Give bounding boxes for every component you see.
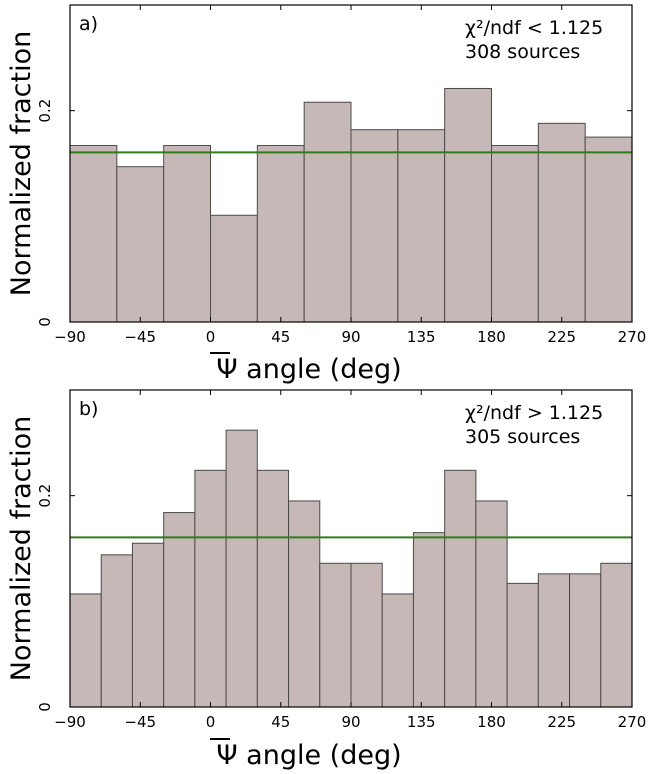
x-axis-label: Ψ angle (deg) (216, 354, 401, 385)
y-tick-label: 0.2 (36, 484, 54, 508)
histogram-bar (537, 573, 571, 708)
annotation-text: χ²/ndf < 1.125 (465, 17, 603, 39)
histogram-bar (319, 562, 352, 708)
panel-label: b) (79, 398, 98, 420)
histogram-bar (163, 512, 196, 708)
x-tick-label: 135 (407, 713, 436, 731)
x-axis-label: Ψ angle (deg) (216, 740, 401, 771)
histogram-bar (163, 145, 212, 323)
histogram-bar (303, 101, 352, 323)
histogram-bar (475, 500, 508, 708)
histogram-bar (397, 129, 446, 323)
histogram-bar (412, 532, 446, 708)
annotation-text: 305 sources (465, 426, 580, 448)
y-tick-label: 0 (36, 317, 54, 327)
x-tick-label: 225 (547, 328, 576, 346)
x-tick-label: 45 (271, 328, 290, 346)
x-tick-label: 270 (618, 713, 647, 731)
x-tick-label: 90 (341, 713, 360, 731)
histogram-bar (210, 214, 258, 323)
x-tick-label: 45 (271, 713, 290, 731)
y-tick-label: 0 (36, 702, 54, 712)
histogram-bar (444, 87, 492, 323)
x-tick-label: −90 (54, 328, 86, 346)
histogram-bar (256, 145, 305, 323)
panel-label: a) (79, 13, 98, 35)
histogram-bar (444, 469, 477, 708)
x-tick-label: 180 (477, 328, 506, 346)
annotation-text: 308 sources (465, 41, 580, 63)
histogram-bar (131, 542, 165, 708)
histogram-bar (600, 562, 633, 708)
histogram-bar (69, 145, 118, 323)
histogram-bar (381, 593, 414, 708)
histogram-bar (506, 582, 539, 708)
annotation-text: χ²/ndf > 1.125 (465, 402, 603, 424)
y-axis-label: Normalized fraction (6, 416, 37, 681)
x-tick-label: 0 (206, 713, 216, 731)
histogram-bar (100, 554, 133, 708)
x-tick-label: −45 (124, 328, 156, 346)
histogram-bar (569, 573, 602, 708)
y-tick-label: 0.2 (36, 99, 54, 123)
x-tick-label: −45 (124, 713, 156, 731)
x-tick-label: 180 (477, 713, 506, 731)
histogram-bar (537, 122, 586, 323)
x-tick-label: −90 (54, 713, 86, 731)
histogram-bar (194, 469, 227, 708)
histogram-bar (491, 145, 539, 323)
x-tick-label: 0 (206, 328, 216, 346)
x-tick-label: 135 (407, 328, 436, 346)
y-axis-label: Normalized fraction (6, 31, 37, 296)
histogram-bar (116, 166, 165, 323)
histogram-bar (288, 500, 321, 708)
histogram-bar (225, 429, 258, 708)
x-tick-label: 225 (547, 713, 576, 731)
histogram-bar (69, 593, 102, 708)
histogram-bar (350, 562, 383, 708)
histogram-bar (350, 129, 399, 323)
x-tick-label: 90 (341, 328, 360, 346)
histogram-bar (256, 469, 290, 708)
x-tick-label: 270 (618, 328, 647, 346)
histogram-bar (584, 136, 633, 323)
